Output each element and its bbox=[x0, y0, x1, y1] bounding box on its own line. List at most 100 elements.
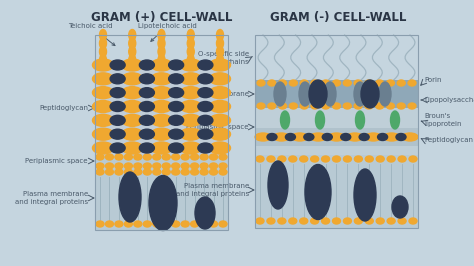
Ellipse shape bbox=[180, 142, 201, 154]
Ellipse shape bbox=[169, 129, 183, 139]
Ellipse shape bbox=[187, 30, 194, 40]
Ellipse shape bbox=[143, 221, 151, 227]
Ellipse shape bbox=[151, 101, 172, 113]
Ellipse shape bbox=[408, 103, 416, 109]
Ellipse shape bbox=[200, 221, 208, 227]
Ellipse shape bbox=[139, 129, 155, 139]
Ellipse shape bbox=[200, 163, 208, 169]
Ellipse shape bbox=[316, 111, 325, 129]
Ellipse shape bbox=[300, 218, 308, 224]
Ellipse shape bbox=[162, 154, 170, 160]
Ellipse shape bbox=[408, 80, 416, 86]
Ellipse shape bbox=[409, 156, 417, 162]
Ellipse shape bbox=[151, 73, 172, 85]
Ellipse shape bbox=[375, 103, 383, 109]
Ellipse shape bbox=[274, 82, 286, 106]
Ellipse shape bbox=[311, 103, 319, 109]
Ellipse shape bbox=[100, 38, 107, 49]
Ellipse shape bbox=[332, 103, 340, 109]
Ellipse shape bbox=[299, 82, 311, 106]
Ellipse shape bbox=[122, 73, 143, 85]
Ellipse shape bbox=[96, 221, 104, 227]
Ellipse shape bbox=[134, 154, 142, 160]
Text: Plasma membrane
and integral proteins: Plasma membrane and integral proteins bbox=[176, 183, 249, 197]
Ellipse shape bbox=[100, 46, 107, 57]
Ellipse shape bbox=[300, 80, 308, 86]
Ellipse shape bbox=[268, 103, 276, 109]
Ellipse shape bbox=[122, 128, 143, 140]
Text: Porin: Porin bbox=[424, 77, 441, 83]
Bar bbox=[255, 35, 418, 228]
Ellipse shape bbox=[219, 163, 227, 169]
Ellipse shape bbox=[92, 87, 113, 99]
Text: Lipoteichoic acid: Lipoteichoic acid bbox=[138, 23, 197, 41]
Ellipse shape bbox=[169, 74, 183, 84]
Ellipse shape bbox=[279, 80, 287, 86]
Ellipse shape bbox=[391, 111, 400, 129]
Ellipse shape bbox=[279, 103, 287, 109]
Ellipse shape bbox=[255, 133, 271, 141]
Ellipse shape bbox=[100, 30, 107, 40]
Ellipse shape bbox=[200, 169, 208, 175]
Ellipse shape bbox=[169, 115, 183, 125]
Ellipse shape bbox=[355, 156, 362, 162]
Ellipse shape bbox=[129, 30, 136, 40]
Ellipse shape bbox=[92, 73, 113, 85]
Ellipse shape bbox=[210, 59, 230, 71]
Ellipse shape bbox=[198, 88, 213, 98]
Ellipse shape bbox=[180, 73, 201, 85]
Ellipse shape bbox=[198, 143, 213, 153]
Ellipse shape bbox=[153, 169, 161, 175]
Ellipse shape bbox=[257, 80, 265, 86]
Ellipse shape bbox=[122, 101, 143, 113]
Ellipse shape bbox=[321, 156, 329, 162]
Ellipse shape bbox=[110, 88, 125, 98]
Ellipse shape bbox=[322, 134, 332, 140]
Ellipse shape bbox=[278, 156, 286, 162]
Ellipse shape bbox=[210, 87, 230, 99]
Ellipse shape bbox=[134, 163, 142, 169]
Ellipse shape bbox=[341, 134, 351, 140]
Ellipse shape bbox=[110, 60, 125, 70]
Ellipse shape bbox=[198, 102, 213, 111]
Ellipse shape bbox=[217, 30, 224, 40]
Ellipse shape bbox=[143, 163, 151, 169]
Ellipse shape bbox=[110, 143, 125, 153]
Ellipse shape bbox=[151, 142, 172, 154]
Ellipse shape bbox=[383, 133, 400, 141]
Ellipse shape bbox=[396, 134, 406, 140]
Ellipse shape bbox=[96, 169, 104, 175]
Ellipse shape bbox=[344, 218, 351, 224]
Ellipse shape bbox=[397, 103, 405, 109]
Ellipse shape bbox=[181, 169, 189, 175]
Ellipse shape bbox=[354, 80, 362, 86]
Ellipse shape bbox=[354, 82, 366, 106]
Ellipse shape bbox=[172, 163, 180, 169]
Ellipse shape bbox=[191, 221, 199, 227]
Ellipse shape bbox=[169, 102, 183, 111]
Bar bbox=[95, 35, 228, 230]
Ellipse shape bbox=[305, 164, 331, 219]
Text: Lipopolysaccharide: Lipopolysaccharide bbox=[424, 97, 474, 103]
Ellipse shape bbox=[122, 87, 143, 99]
Text: Peptidoglycan: Peptidoglycan bbox=[39, 105, 88, 111]
Ellipse shape bbox=[181, 221, 189, 227]
Ellipse shape bbox=[343, 103, 351, 109]
Ellipse shape bbox=[386, 80, 394, 86]
Ellipse shape bbox=[332, 80, 340, 86]
Ellipse shape bbox=[217, 46, 224, 57]
Ellipse shape bbox=[195, 197, 215, 229]
Bar bbox=[255, 155, 418, 228]
Ellipse shape bbox=[300, 103, 308, 109]
Ellipse shape bbox=[210, 128, 230, 140]
Ellipse shape bbox=[376, 156, 384, 162]
Text: O-specific side
chains: O-specific side chains bbox=[198, 51, 249, 65]
Ellipse shape bbox=[310, 133, 326, 141]
Ellipse shape bbox=[365, 218, 374, 224]
Ellipse shape bbox=[100, 55, 107, 65]
Ellipse shape bbox=[332, 218, 340, 224]
Ellipse shape bbox=[115, 163, 123, 169]
Ellipse shape bbox=[273, 133, 289, 141]
Ellipse shape bbox=[343, 80, 351, 86]
Ellipse shape bbox=[191, 169, 199, 175]
